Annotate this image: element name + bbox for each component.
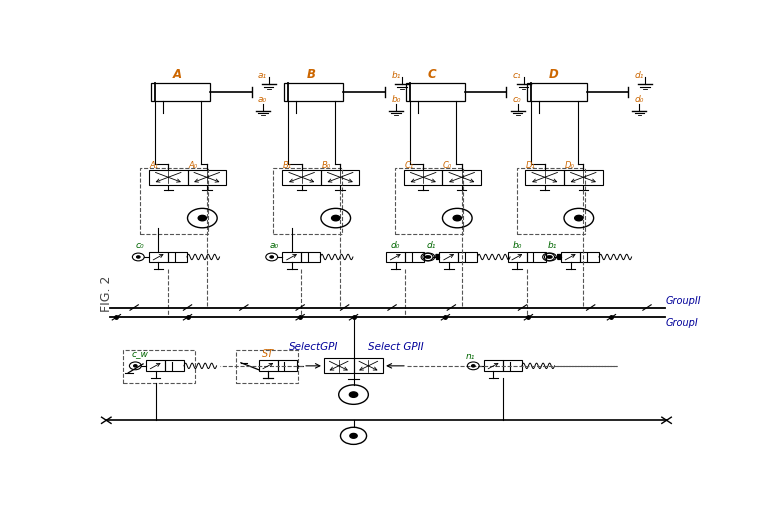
Text: D₁: D₁ (526, 161, 536, 170)
Bar (508, 251, 526, 263)
Bar (149, 251, 168, 263)
Bar (236, 350, 298, 383)
Text: B₀: B₀ (321, 161, 330, 170)
Bar (123, 350, 194, 383)
Bar (282, 251, 301, 263)
Text: b₁: b₁ (548, 241, 558, 250)
Bar (278, 361, 297, 371)
Text: d₁: d₁ (426, 241, 436, 250)
Bar (165, 361, 184, 371)
Text: d₀: d₀ (634, 95, 644, 104)
Text: c₁: c₁ (513, 71, 522, 80)
Bar (458, 251, 477, 263)
Bar (273, 168, 342, 234)
Bar (321, 170, 360, 185)
Circle shape (547, 256, 550, 258)
Text: n₁: n₁ (466, 352, 476, 361)
Circle shape (350, 392, 358, 397)
Bar (282, 170, 321, 185)
Bar (503, 361, 522, 371)
Circle shape (137, 256, 140, 258)
Bar (395, 168, 463, 234)
Text: b₁: b₁ (392, 71, 401, 80)
Circle shape (331, 215, 340, 221)
Bar (405, 251, 424, 263)
Circle shape (134, 365, 137, 367)
Bar (561, 251, 580, 263)
Text: a₀: a₀ (269, 241, 278, 250)
Bar (140, 168, 208, 234)
Text: C₀: C₀ (443, 161, 452, 170)
Bar (259, 361, 278, 371)
Circle shape (453, 215, 461, 221)
Bar (168, 251, 187, 263)
Bar (526, 170, 564, 185)
Text: d₁: d₁ (634, 71, 644, 80)
Bar (386, 251, 405, 263)
Text: c_w: c_w (132, 349, 148, 358)
Text: b₀: b₀ (513, 241, 522, 250)
Text: D₀: D₀ (565, 161, 575, 170)
Bar (484, 361, 503, 371)
Bar (151, 83, 210, 102)
Circle shape (425, 256, 428, 258)
Bar (580, 251, 599, 263)
Text: c₀: c₀ (513, 95, 522, 104)
Text: B: B (306, 68, 315, 81)
Bar (527, 83, 587, 102)
Bar (516, 168, 584, 234)
Text: d₀: d₀ (391, 241, 400, 250)
Circle shape (198, 215, 207, 221)
Text: c₀: c₀ (136, 241, 145, 250)
Text: FIG. 2: FIG. 2 (99, 276, 112, 312)
Bar (284, 83, 343, 102)
Bar (564, 170, 603, 185)
Circle shape (270, 256, 273, 258)
Text: D: D (549, 68, 558, 81)
Bar (404, 170, 442, 185)
Text: A₁: A₁ (150, 161, 158, 170)
Text: GroupII: GroupII (666, 295, 702, 306)
Text: GroupI: GroupI (666, 319, 698, 328)
Bar (439, 251, 458, 263)
Text: C₁: C₁ (405, 161, 414, 170)
Text: SelectGPI: SelectGPI (289, 342, 339, 352)
Text: A₀: A₀ (188, 161, 197, 170)
Bar (301, 251, 321, 263)
Text: B₁: B₁ (283, 161, 292, 170)
Bar (324, 359, 353, 373)
Text: a₁: a₁ (258, 71, 267, 80)
Text: A: A (173, 68, 182, 81)
Text: a₀: a₀ (258, 95, 267, 104)
Bar (187, 170, 226, 185)
Bar (442, 170, 481, 185)
Text: b₀: b₀ (392, 95, 401, 104)
Circle shape (427, 256, 431, 258)
Circle shape (575, 215, 583, 221)
Bar (526, 251, 545, 263)
Circle shape (350, 433, 357, 438)
Text: ST: ST (262, 348, 275, 359)
Bar (146, 361, 165, 371)
Bar (353, 359, 383, 373)
Text: C: C (428, 68, 437, 81)
Text: Select GPII: Select GPII (369, 342, 424, 352)
Circle shape (472, 365, 475, 367)
Bar (405, 83, 465, 102)
Bar (149, 170, 187, 185)
Circle shape (549, 256, 552, 258)
